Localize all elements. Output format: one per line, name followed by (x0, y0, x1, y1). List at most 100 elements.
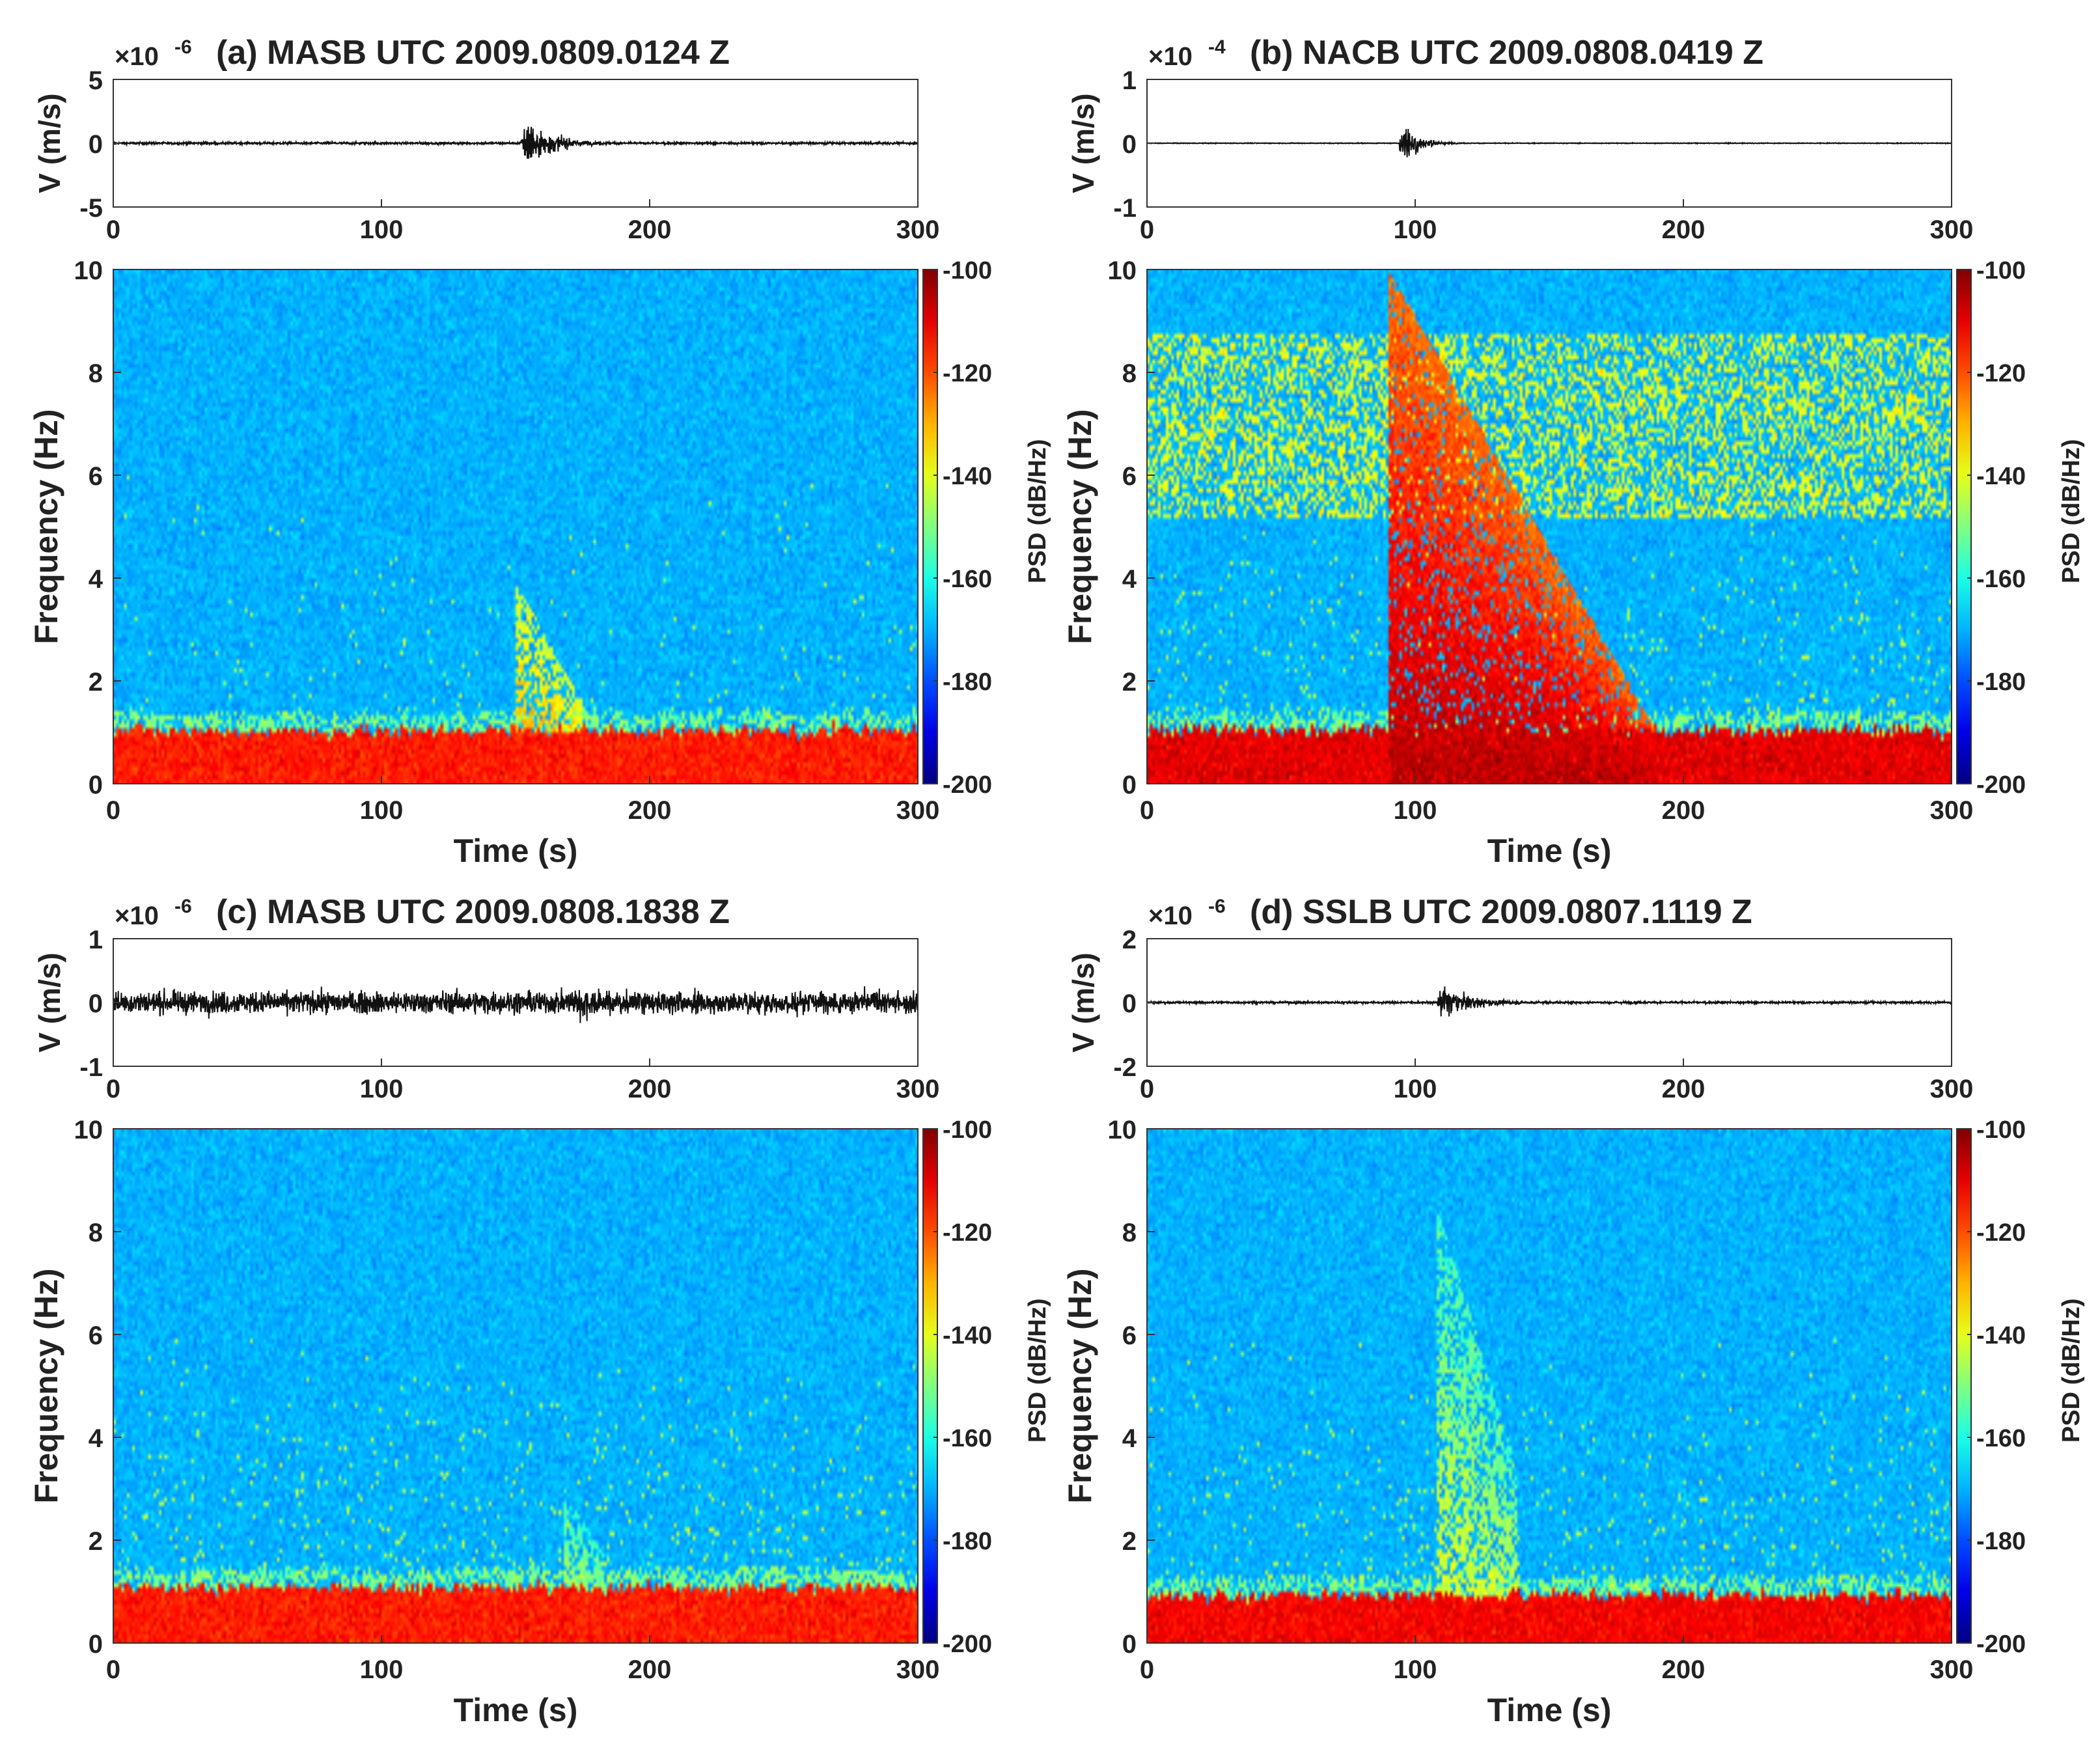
waveform-exponent: ×10 (1148, 902, 1193, 930)
panel-b: (b) NACB UTC 2009.0808.0419 Z×10 -410-10 1… (1062, 34, 2085, 869)
waveform-xtick-label: 100 (1394, 215, 1437, 244)
waveform-ytick-label: 0 (89, 130, 103, 159)
colorbar-label: PSD (dB/Hz) (1024, 439, 1051, 583)
spectrogram-xtick-label: 0 (1140, 1655, 1154, 1684)
spectrogram-xtick-label: 100 (360, 1655, 404, 1684)
spectrogram-ytick-label: 10 (74, 1116, 104, 1144)
spectrogram-xtick-label: 0 (1140, 796, 1154, 825)
spectrogram-ytick-label: 2 (89, 1527, 103, 1556)
waveform-ytick-label: 1 (1122, 66, 1137, 95)
spectrogram-xtick-label: 100 (1394, 1655, 1437, 1684)
waveform-ytick-label: 0 (1122, 130, 1137, 159)
waveform-ytick-label: -1 (79, 1053, 103, 1082)
colorbar-tick-label: -100 (943, 257, 992, 284)
spectrogram-xtick-label: 0 (106, 796, 120, 825)
colorbar-tick-label: -180 (943, 1528, 992, 1555)
spectrogram-ytick-label: 6 (89, 462, 103, 491)
waveform-xtick-label: 300 (1930, 1075, 1974, 1103)
spectrogram-image (1147, 269, 1952, 784)
spectrogram-ytick-label: 6 (1122, 462, 1137, 491)
waveform-ytick-label: -1 (1113, 194, 1137, 223)
waveform-xtick-label: 100 (360, 1075, 404, 1103)
panel-title: (c) MASB UTC 2009.0808.1838 Z (216, 893, 730, 931)
waveform-ytick-label: 0 (89, 989, 103, 1018)
waveform-ylabel: V (m/s) (33, 952, 66, 1052)
waveform-ytick-label: 1 (89, 926, 103, 954)
spectrogram-ytick-label: 2 (1122, 1527, 1137, 1556)
spectrogram-xtick-label: 300 (1930, 796, 1974, 825)
spectrogram-axes-frame (113, 269, 919, 784)
waveform-ytick-label: 2 (1122, 926, 1137, 954)
waveform-xtick-label: 100 (360, 215, 404, 244)
colorbar-tick-label: -100 (1976, 1116, 2026, 1144)
colorbar-tick-label: -200 (1976, 1631, 2026, 1658)
colorbar-tick-label: -100 (1976, 257, 2026, 284)
waveform-trace (113, 986, 919, 1023)
colorbar-tick-label: -200 (1976, 771, 2026, 799)
waveform-ylabel: V (m/s) (1066, 93, 1100, 193)
colorbar-tick-label: -180 (1976, 1528, 2026, 1555)
colorbar-tick-label: -200 (943, 1631, 992, 1658)
waveform-xtick-label: 100 (1394, 1075, 1437, 1103)
waveform-exponent-power: -6 (174, 896, 192, 917)
waveform-xtick-label: 300 (896, 1075, 940, 1103)
spectrogram-xtick-label: 300 (896, 796, 940, 825)
spectrogram-xlabel: Time (s) (454, 1692, 578, 1728)
spectrogram-ytick-label: 0 (89, 1630, 103, 1659)
waveform-ytick-label: -5 (79, 194, 103, 223)
spectrogram-ytick-label: 10 (1108, 256, 1137, 285)
waveform-exponent-power: -4 (1208, 36, 1226, 58)
waveform-trace (113, 126, 919, 159)
spectrogram-ytick-label: 8 (1122, 359, 1137, 388)
colorbar (922, 269, 938, 784)
colorbar-tick-label: -120 (1976, 360, 2026, 387)
waveform-xtick-label: 200 (628, 215, 672, 244)
colorbar-tick-label: -140 (1976, 463, 2026, 490)
colorbar-tick-label: -100 (943, 1116, 992, 1144)
spectrogram-xlabel: Time (s) (1487, 833, 1612, 869)
spectrogram-ytick-label: 8 (89, 1219, 103, 1247)
spectrogram-ytick-label: 10 (1108, 1116, 1137, 1144)
waveform-xtick-label: 300 (1930, 215, 1974, 244)
spectrogram-ytick-label: 2 (1122, 668, 1137, 697)
spectrogram-xtick-label: 300 (896, 1655, 940, 1684)
spectrogram-axes-frame (1146, 269, 1952, 784)
waveform-exponent: ×10 (115, 42, 159, 71)
waveform-xtick-label: 200 (1662, 215, 1706, 244)
colorbar (1956, 269, 1972, 784)
colorbar-tick-label: -120 (943, 360, 992, 387)
spectrogram-image (1147, 1129, 1952, 1643)
panel-title: (d) SSLB UTC 2009.0807.1119 Z (1250, 893, 1752, 931)
waveform-xtick-label: 200 (1662, 1075, 1706, 1103)
waveform-exponent-power: -6 (174, 36, 192, 58)
spectrogram-ytick-label: 4 (1122, 1424, 1137, 1453)
spectrogram-xtick-label: 200 (1662, 1655, 1706, 1684)
waveform-exponent: ×10 (1148, 42, 1193, 71)
spectrogram-ytick-label: 0 (89, 771, 103, 799)
spectrogram-ytick-label: 0 (1122, 1630, 1137, 1659)
spectrogram-xtick-label: 0 (106, 1655, 120, 1684)
waveform-xtick-label: 300 (896, 215, 940, 244)
panel-title: (b) NACB UTC 2009.0808.0419 Z (1250, 34, 1763, 72)
waveform-xtick-label: 200 (628, 1075, 672, 1103)
spectrogram-ylabel: Frequency (Hz) (1062, 409, 1098, 644)
spectrogram-ytick-label: 10 (74, 256, 104, 285)
colorbar-tick-label: -140 (943, 463, 992, 490)
spectrogram-ytick-label: 0 (1122, 771, 1137, 799)
spectrogram-ytick-label: 4 (89, 1424, 104, 1453)
waveform-ytick-label: 0 (1122, 989, 1137, 1018)
spectrogram-ytick-label: 8 (89, 359, 103, 388)
colorbar-tick-label: -180 (943, 669, 992, 696)
panel-a: (a) MASB UTC 2009.0809.0124 Z×10 -650-50 1… (28, 34, 1051, 869)
colorbar-label: PSD (dB/Hz) (2058, 1298, 2085, 1443)
spectrogram-axes-frame (1146, 1128, 1952, 1644)
spectrogram-xtick-label: 200 (1662, 796, 1706, 825)
waveform-xtick-label: 0 (1140, 1075, 1154, 1103)
waveform-ytick-label: -2 (1113, 1053, 1137, 1082)
colorbar-tick-label: -160 (1976, 566, 2026, 593)
spectrogram-ytick-label: 8 (1122, 1219, 1137, 1247)
spectrogram-axes-frame (113, 1128, 919, 1644)
colorbar-label: PSD (dB/Hz) (2058, 439, 2085, 583)
waveform-xtick-label: 0 (1140, 215, 1154, 244)
